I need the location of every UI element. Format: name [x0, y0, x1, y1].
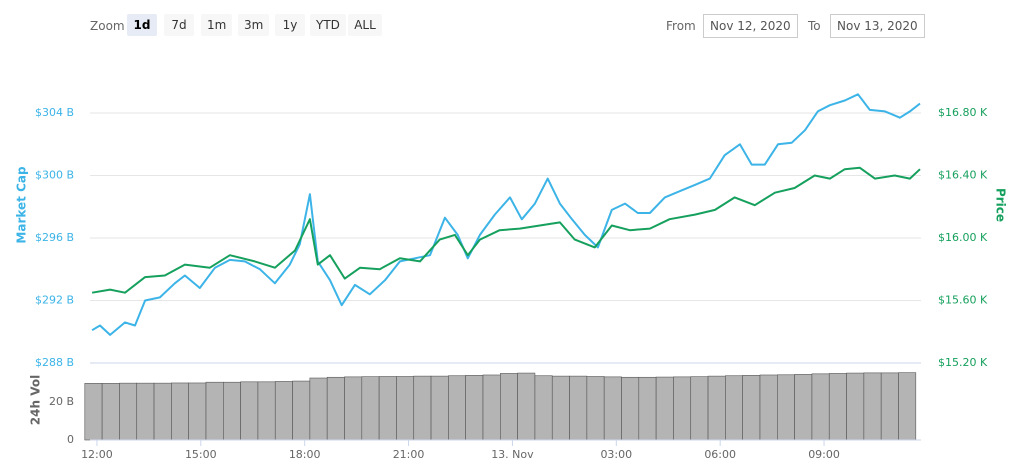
volume-bar	[396, 376, 415, 441]
x-tick-label: 09:00	[808, 448, 840, 461]
y2-tick-label: $16.40 K	[938, 169, 988, 182]
volume-bar	[725, 375, 743, 441]
volume-bar	[828, 373, 847, 441]
volume-bar	[205, 381, 224, 441]
volume-axis-title: 24h Vol	[29, 375, 43, 425]
volume-bar	[707, 375, 726, 441]
volume-bar	[482, 374, 501, 441]
y2-tick-label: $16.00 K	[938, 231, 988, 244]
zoom-button[interactable]: 3m	[238, 14, 270, 36]
volume-bar	[101, 383, 120, 441]
volume-bar	[569, 375, 588, 441]
volume-bar	[309, 377, 328, 441]
y-tick-label: $300 B	[35, 169, 74, 182]
volume-bar	[326, 376, 345, 441]
y2-tick-label: $15.60 K	[938, 294, 988, 307]
y-tick-label: $288 B	[35, 356, 74, 369]
to-date[interactable]: Nov 13, 2020	[830, 14, 925, 38]
from-date[interactable]: Nov 12, 2020	[703, 14, 798, 38]
volume-bar	[153, 382, 172, 441]
to-label: To	[808, 19, 821, 33]
volume-bar	[448, 375, 466, 441]
volume-bar	[430, 375, 449, 441]
volume-bar	[690, 376, 709, 441]
volume-bar	[292, 380, 311, 441]
volume-tick-label: 20 B	[49, 395, 74, 408]
volume-bar	[621, 376, 640, 441]
volume-bar	[586, 376, 605, 441]
volume-bar	[777, 374, 795, 441]
volume-bar	[223, 381, 241, 441]
volume-bar	[465, 375, 484, 441]
volume-bar	[655, 376, 674, 441]
y2-tick-label: $16.80 K	[938, 106, 988, 119]
y-tick-label: $292 B	[35, 294, 74, 307]
volume-bar	[551, 375, 570, 441]
volume-bar	[413, 375, 432, 441]
zoom-button[interactable]: 1d	[127, 14, 157, 36]
volume-bar	[257, 381, 276, 441]
zoom-label: Zoom	[90, 19, 125, 33]
zoom-button[interactable]: 1y	[275, 14, 305, 36]
volume-tick-label: 0	[67, 433, 74, 446]
y-tick-label: $296 B	[35, 231, 74, 244]
y2-axis-title: Price	[994, 188, 1008, 222]
volume-bar	[188, 382, 207, 441]
x-tick-label: 12:00	[81, 448, 113, 461]
x-tick-label: 18:00	[289, 448, 321, 461]
x-tick-label: 13. Nov	[491, 448, 534, 461]
volume-bar	[742, 375, 761, 441]
volume-bar	[863, 372, 882, 441]
x-tick-label: 21:00	[393, 448, 425, 461]
volume-bar	[240, 381, 259, 441]
volume-bar	[603, 376, 622, 441]
volume-bar	[500, 373, 518, 441]
volume-bar	[136, 382, 155, 441]
from-label: From	[666, 19, 696, 33]
volume-bar	[898, 372, 917, 441]
line-series	[91, 93, 921, 336]
volume-bar	[119, 382, 138, 441]
volume-bar	[759, 374, 778, 441]
x-tick-label: 06:00	[704, 448, 736, 461]
line-series	[91, 166, 921, 294]
x-tick-label: 15:00	[185, 448, 217, 461]
volume-bar	[811, 373, 830, 441]
volume-bar	[846, 372, 865, 441]
zoom-button[interactable]: ALL	[348, 14, 382, 36]
zoom-button[interactable]: 7d	[164, 14, 194, 36]
volume-bar	[84, 383, 103, 441]
volume-bar	[673, 376, 692, 441]
y-tick-label: $304 B	[35, 106, 74, 119]
volume-bar	[274, 381, 293, 441]
x-tick-label: 03:00	[600, 448, 632, 461]
y-axis-title: Market Cap	[15, 166, 29, 244]
volume-bar	[880, 372, 899, 441]
volume-bar	[794, 374, 813, 441]
volume-bar	[344, 376, 363, 441]
volume-bar	[534, 375, 553, 441]
volume-bar	[171, 382, 189, 441]
y2-tick-label: $15.20 K	[938, 356, 988, 369]
volume-bar	[361, 376, 380, 441]
volume-bar	[378, 376, 397, 441]
volume-bar	[517, 372, 536, 441]
volume-bar	[638, 376, 657, 441]
zoom-button[interactable]: YTD	[310, 14, 346, 36]
zoom-button[interactable]: 1m	[201, 14, 233, 36]
